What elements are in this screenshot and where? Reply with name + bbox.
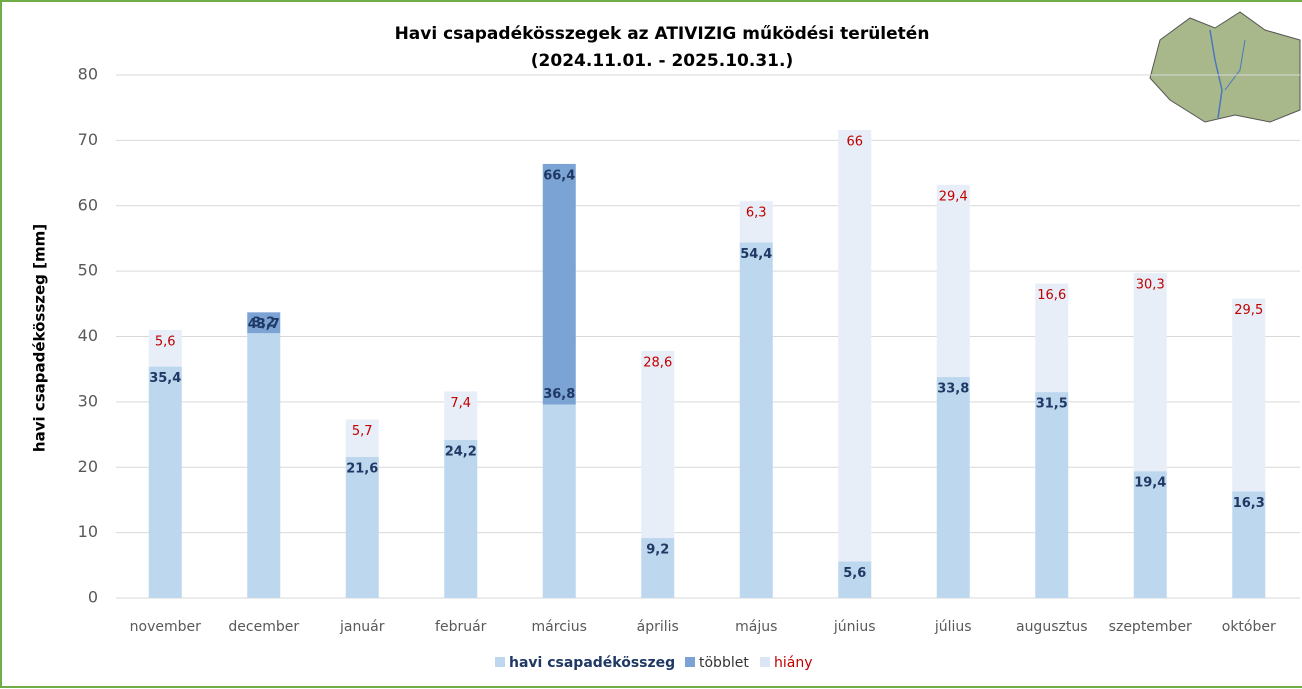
y-tick-label: 50 [78,261,98,280]
data-label: 6,3 [746,206,767,221]
chart-title: Havi csapadékösszegek az ATIVIZIG működé… [395,24,930,44]
bar-segment [1134,273,1167,471]
y-tick-label: 60 [78,195,98,214]
y-tick-label: 10 [78,522,98,541]
bar-segment [346,457,379,598]
y-tick-label: 0 [88,588,98,607]
data-label: 9,2 [646,542,669,557]
bar-segment [740,242,773,598]
data-label: 5,6 [155,334,176,349]
x-tick-label: október [1222,619,1276,635]
bar-segment [1232,299,1265,492]
y-tick-label: 30 [78,391,98,410]
legend-label: többlet [699,655,749,671]
legend-swatch [760,657,770,667]
bar-segment [247,333,280,598]
data-label: 31,5 [1036,397,1068,412]
y-tick-label: 80 [78,65,98,84]
data-label: 7,4 [450,396,471,411]
data-label: 24,2 [445,444,477,459]
bar-segment [543,404,576,598]
data-label: 36,8 [543,387,575,402]
data-label: 21,6 [346,461,378,476]
data-label: 28,6 [643,355,672,370]
y-tick-label: 20 [78,457,98,476]
bar-segment [937,377,970,598]
data-label: 19,4 [1134,476,1166,491]
x-tick-label: november [130,619,201,635]
legend-label: hiány [774,655,813,671]
data-label: 5,7 [352,424,373,439]
legend-swatch [495,657,505,667]
total-label: 43,7 [248,317,280,332]
bar-segment [149,367,182,598]
x-tick-label: június [833,619,876,635]
data-label: 16,6 [1037,288,1066,303]
y-axis-title: havi csapadékösszeg [mm] [31,224,49,452]
bar-segment [1035,392,1068,598]
data-label: 29,5 [1234,303,1263,318]
x-tick-label: szeptember [1109,619,1192,635]
data-label: 66 [846,134,863,149]
bar-segment [444,440,477,598]
data-label: 29,4 [939,189,968,204]
legend-swatch [685,657,695,667]
y-tick-label: 40 [78,326,98,345]
y-tick-label: 70 [78,130,98,149]
data-label: 16,3 [1233,496,1265,511]
bar-segment [641,351,674,538]
data-label: 33,8 [937,382,969,397]
bar-segment [543,164,576,405]
data-label: 5,6 [843,566,866,581]
chart-subtitle: (2024.11.01. - 2025.10.31.) [531,51,793,71]
x-tick-label: január [339,619,385,635]
total-label: 66,4 [543,168,575,183]
x-tick-label: február [435,619,487,635]
x-tick-label: július [934,619,972,635]
x-tick-label: április [637,619,679,635]
data-label: 30,3 [1136,278,1165,293]
data-label: 35,4 [149,371,181,386]
x-tick-label: május [735,619,777,635]
x-tick-label: december [228,619,299,635]
bar-segment [937,185,970,377]
bar-segment [838,130,871,561]
data-label: 54,4 [740,247,772,262]
x-tick-label: augusztus [1016,619,1088,635]
legend-label: havi csapadékösszeg [509,655,675,671]
x-tick-label: március [532,619,587,635]
chart: Havi csapadékösszegek az ATIVIZIG működé… [0,0,1302,689]
